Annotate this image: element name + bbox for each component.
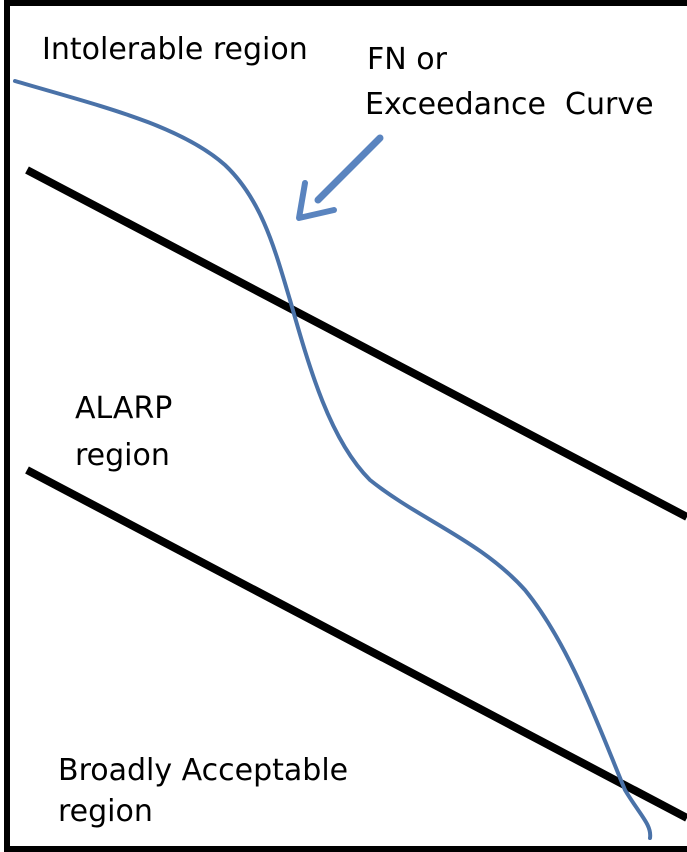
curve-pointer-arrow-head — [296, 180, 337, 221]
acceptable-region-label-line2: region — [58, 794, 153, 829]
fn-exceedance-curve — [13, 79, 653, 840]
alarp-region-label-line1: ALARP — [75, 391, 172, 426]
acceptable-region-label-line1: Broadly Acceptable — [58, 753, 348, 788]
curve-label-line2: Exceedance Curve — [365, 87, 654, 122]
acceptable-boundary-line — [25, 466, 687, 822]
alarp-region-label-line2: region — [75, 438, 170, 473]
intolerable-region-label: Intolerable region — [42, 32, 308, 67]
intolerable-boundary-line — [25, 166, 687, 521]
curve-pointer-arrow-shaft — [314, 134, 384, 204]
curve-label-line1: FN or — [367, 42, 448, 77]
